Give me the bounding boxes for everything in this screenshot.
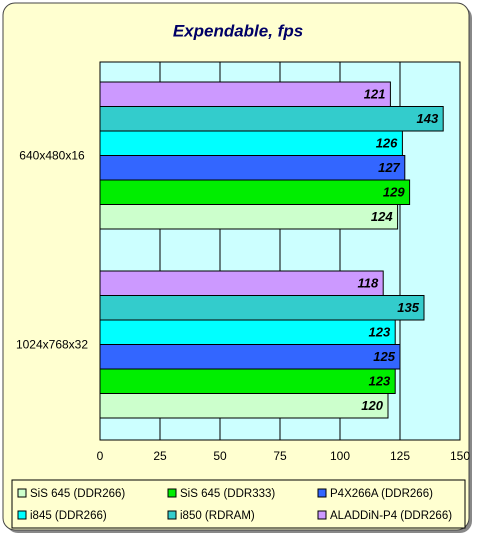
x-tick-label: 0	[97, 449, 104, 463]
bar	[99, 106, 444, 132]
value-label: 123	[368, 374, 390, 389]
value-label: 124	[371, 209, 393, 224]
bar	[99, 368, 396, 394]
legend-label: i845 (DDR266)	[30, 510, 107, 522]
legend-swatch	[317, 510, 327, 520]
legend-swatch	[17, 488, 27, 498]
bar	[99, 130, 403, 156]
bar	[99, 179, 411, 205]
legend-swatch	[167, 510, 177, 520]
bar	[99, 393, 389, 419]
bar	[99, 155, 406, 181]
bar	[99, 81, 391, 107]
value-label: 123	[368, 325, 390, 340]
x-tick-label: 50	[213, 449, 227, 463]
bar	[99, 344, 401, 370]
legend-swatch	[317, 488, 327, 498]
legend-label: i850 (RDRAM)	[180, 510, 255, 522]
x-tick-label: 100	[330, 449, 350, 463]
value-label: 120	[361, 398, 383, 413]
legend-label: SiS 645 (DDR333)	[180, 488, 275, 500]
value-label: 126	[376, 136, 398, 151]
legend-label: SiS 645 (DDR266)	[30, 488, 125, 500]
bar	[99, 204, 399, 230]
value-label: 143	[416, 111, 438, 126]
x-tick-label: 75	[273, 449, 287, 463]
value-label: 121	[364, 87, 386, 102]
value-label: 118	[357, 276, 378, 291]
bar	[99, 319, 396, 345]
x-tick-label: 125	[390, 449, 410, 463]
x-tick-label: 25	[153, 449, 167, 463]
chart-title: Expendable, fps	[173, 21, 303, 40]
legend-items: SiS 645 (DDR266) SiS 645 (DDR333) P4X266A …	[17, 488, 452, 522]
legend-label: ALADDiN-P4 (DDR266)	[330, 510, 452, 522]
y-tick-label: 640x480x16	[19, 149, 85, 163]
bar	[99, 270, 384, 296]
bar	[99, 295, 425, 321]
legend-label: P4X266A (DDR266)	[330, 488, 433, 500]
legend-swatch	[167, 488, 177, 498]
x-tick-label: 150	[450, 449, 470, 463]
value-label: 129	[383, 185, 405, 200]
legend-swatch	[17, 510, 27, 520]
value-label: 135	[397, 300, 419, 315]
value-label: 127	[378, 160, 400, 175]
value-label: 125	[373, 349, 395, 364]
y-tick-label: 1024x768x32	[16, 338, 88, 352]
marks: 124 129 127 126 143 121 120 123 125 123 135 118	[99, 81, 444, 419]
legend	[11, 479, 466, 529]
